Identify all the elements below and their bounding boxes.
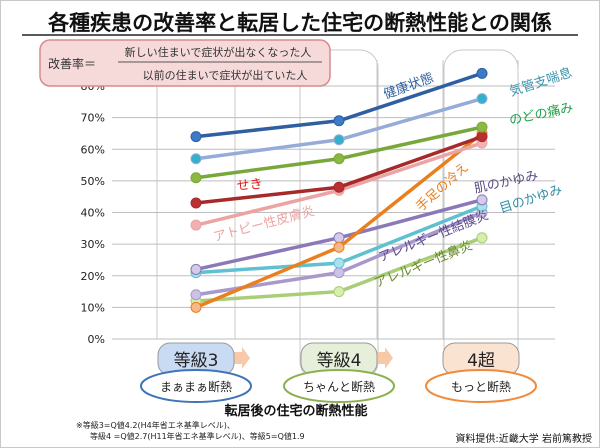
data-point	[190, 289, 202, 301]
x-category-label: 等級3	[174, 351, 219, 371]
y-tick-label: 30%	[81, 238, 105, 251]
data-point	[333, 267, 345, 279]
y-tick-label: 10%	[81, 301, 105, 314]
data-point	[476, 131, 488, 143]
y-tick-label: 20%	[81, 270, 105, 283]
formula-numerator: 新しい住まいで症状が出なくなった人	[125, 45, 312, 59]
category-sublabel-ellipse	[283, 369, 395, 403]
data-point	[333, 153, 345, 165]
data-point	[333, 181, 345, 193]
x-category-label: 4超	[467, 351, 495, 371]
x-category-sublabel: もっと断熱	[451, 379, 511, 394]
data-point	[190, 153, 202, 165]
data-point	[333, 232, 345, 244]
footnote-line-2: 等級4 =Q値2.7(H11年省エネ基準レベル)、等級5=Q値1.9	[90, 431, 305, 441]
footnote-line-1: ※等級3=Q値4.2(H4年省エネ基準レベル)、	[76, 420, 235, 430]
x-category-sublabel: ちゃんと断熱	[303, 379, 375, 394]
formula-box: 改善率＝ 新しい住まいで症状が出なくなった人 以前の住まいで症状が出ていた人	[39, 39, 331, 87]
x-category-label: 等級4	[317, 351, 362, 371]
data-point	[190, 197, 202, 209]
formula-denominator: 以前の住まいで症状が出ていた人	[143, 68, 308, 82]
y-tick-label: 50%	[81, 175, 105, 188]
y-tick-label: 70%	[81, 112, 105, 125]
data-point	[476, 93, 488, 105]
y-tick-label: 60%	[81, 143, 105, 156]
series-label: 気管支喘息	[507, 65, 574, 100]
x-axis-title: 転居後の住宅の断熱性能	[224, 403, 367, 419]
data-point	[333, 241, 345, 253]
data-point	[333, 286, 345, 298]
data-point	[476, 121, 488, 133]
data-point	[190, 263, 202, 275]
data-point	[190, 131, 202, 143]
y-tick-label: 40%	[81, 207, 105, 220]
data-point	[476, 232, 488, 244]
data-point	[190, 301, 202, 313]
data-point	[476, 67, 488, 79]
data-point	[476, 194, 488, 206]
data-point	[190, 219, 202, 231]
y-tick-label: 0%	[88, 333, 105, 346]
data-point	[333, 134, 345, 146]
data-point	[333, 257, 345, 269]
category-sublabel-ellipse	[425, 369, 537, 403]
data-point	[190, 172, 202, 184]
category-sublabel-ellipse	[140, 369, 252, 403]
series-label: せき	[236, 177, 263, 194]
data-point	[333, 115, 345, 127]
chart-title: 各種疾患の改善率と転居した住宅の断熱性能との関係	[47, 11, 552, 35]
formula-label: 改善率＝	[48, 56, 96, 71]
x-category-sublabel: まぁまぁ断熱	[160, 379, 232, 394]
source-credit: 資料提供:近畿大学 岩前篤教授	[455, 432, 592, 445]
